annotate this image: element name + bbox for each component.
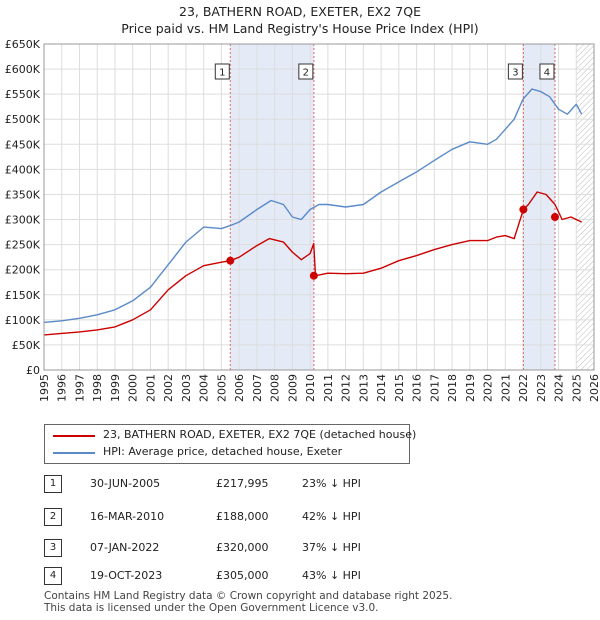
y-tick-label: £450K	[5, 138, 41, 151]
x-tick-label: 2025	[570, 374, 583, 402]
x-tick-label: 2021	[499, 374, 512, 402]
x-tick-label: 1997	[73, 374, 86, 402]
y-tick-label: £200K	[5, 264, 41, 277]
transaction-number: 1	[44, 475, 62, 493]
x-tick-label: 2022	[517, 374, 530, 402]
legend: 23, BATHERN ROAD, EXETER, EX2 7QE (detac…	[44, 424, 416, 464]
legend-swatch-hpi	[53, 452, 95, 454]
transaction-number: 4	[44, 567, 62, 585]
marker-label-text: 3	[512, 68, 518, 79]
x-tick-label: 2009	[286, 374, 299, 402]
y-tick-label: £650K	[5, 38, 41, 51]
transaction-date: 19-OCT-2023	[90, 569, 163, 582]
marker-label-box	[214, 63, 230, 80]
y-tick-label: £250K	[5, 239, 41, 252]
transaction-hpi: 37% ↓ HPI	[302, 541, 361, 554]
x-tick-label: 2002	[162, 374, 175, 402]
x-tick-label: 2024	[553, 374, 566, 402]
y-tick-label: £300K	[5, 214, 41, 227]
transaction-price: £188,000	[216, 510, 269, 523]
transaction-number: 3	[44, 539, 62, 557]
transaction-date: 07-JAN-2022	[90, 541, 160, 554]
x-tick-label: 2005	[215, 374, 228, 402]
sale-point	[550, 213, 559, 222]
x-tick-label: 2007	[251, 374, 264, 402]
marker-label-text: 4	[544, 68, 550, 79]
x-tick-label: 2020	[482, 374, 495, 402]
x-tick-label: 2011	[322, 374, 335, 402]
y-tick-label: £500K	[5, 113, 41, 126]
transaction-row: 4 19-OCT-2023 £305,000 43% ↓ HPI	[44, 566, 444, 588]
marker-label-text: 1	[219, 68, 225, 79]
transaction-date: 16-MAR-2010	[90, 510, 165, 523]
plot-frame	[43, 43, 595, 371]
x-tick-label: 1995	[38, 374, 51, 402]
marker-label: 2	[298, 63, 314, 80]
marker-label-box	[507, 63, 523, 80]
x-tick-label: 2018	[446, 374, 459, 402]
y-tick-label: £550K	[5, 88, 41, 101]
x-tick-label: 2023	[535, 374, 548, 402]
x-tick-label: 2026	[588, 374, 600, 402]
y-tick-label: £400K	[5, 163, 41, 176]
marker-label: 4	[539, 63, 555, 80]
x-tick-label: 1998	[91, 374, 104, 402]
x-tick-label: 2006	[233, 374, 246, 402]
shaded-span	[523, 44, 555, 370]
transaction-row: 2 16-MAR-2010 £188,000 42% ↓ HPI	[44, 507, 444, 529]
forecast-hatch	[576, 44, 594, 370]
hpi-series-line	[43, 88, 583, 324]
footer-copyright: Contains HM Land Registry data © Crown c…	[44, 590, 453, 602]
x-tick-label: 2008	[269, 374, 282, 402]
transaction-row: 1 30-JUN-2005 £217,995 23% ↓ HPI	[44, 474, 444, 496]
sale-point	[519, 205, 528, 214]
x-tick-label: 2012	[340, 374, 353, 402]
transaction-price: £320,000	[216, 541, 269, 554]
transaction-hpi: 23% ↓ HPI	[302, 477, 361, 490]
marker-label: 3	[507, 63, 523, 80]
footer: Contains HM Land Registry data © Crown c…	[44, 590, 452, 614]
sale-point	[226, 256, 235, 265]
y-tick-label: £0	[26, 364, 40, 377]
marker-label-box	[298, 63, 314, 80]
legend-label-hpi: HPI: Average price, detached house, Exet…	[103, 445, 343, 458]
transaction-price: £305,000	[216, 569, 269, 582]
x-tick-label: 2003	[180, 374, 193, 402]
x-tick-label: 2015	[393, 374, 406, 402]
x-tick-label: 2016	[411, 374, 424, 402]
shaded-span	[230, 44, 314, 370]
footer-licence: This data is licensed under the Open Gov…	[44, 602, 379, 614]
x-tick-label: 2010	[304, 374, 317, 402]
x-tick-label: 2017	[428, 374, 441, 402]
y-tick-label: £600K	[5, 63, 41, 76]
transaction-date: 30-JUN-2005	[90, 477, 161, 490]
legend-label-property: 23, BATHERN ROAD, EXETER, EX2 7QE (detac…	[103, 428, 417, 441]
sale-point	[309, 271, 318, 280]
x-tick-label: 2013	[357, 374, 370, 402]
price-chart: 1 2 3 4 £0 £50K £100K £150K £200K £250K £300K £350K…	[5, 38, 600, 402]
transaction-hpi: 42% ↓ HPI	[302, 510, 361, 523]
y-tick-label: £50K	[12, 339, 41, 352]
x-tick-label: 2001	[144, 374, 157, 402]
x-tick-label: 1996	[56, 374, 69, 402]
transaction-price: £217,995	[216, 477, 269, 490]
y-tick-label: £150K	[5, 289, 41, 302]
transaction-row: 3 07-JAN-2022 £320,000 37% ↓ HPI	[44, 538, 444, 560]
y-tick-label: £100K	[5, 314, 41, 327]
chart-subtitle: Price paid vs. HM Land Registry's House …	[121, 21, 479, 36]
marker-label: 1	[214, 63, 230, 80]
plot-area	[44, 44, 594, 370]
x-tick-label: 2019	[464, 374, 477, 402]
transaction-number: 2	[44, 508, 62, 526]
marker-label-text: 2	[303, 68, 309, 79]
transaction-hpi: 43% ↓ HPI	[302, 569, 361, 582]
x-tick-label: 2014	[375, 374, 388, 402]
marker-label-box	[539, 63, 555, 80]
y-tick-label: £350K	[5, 188, 41, 201]
x-tick-label: 2000	[127, 374, 140, 402]
legend-swatch-property	[53, 435, 95, 437]
x-tick-label: 2004	[198, 374, 211, 402]
x-tick-label: 1999	[109, 374, 122, 402]
chart-title: 23, BATHERN ROAD, EXETER, EX2 7QE	[179, 4, 421, 19]
